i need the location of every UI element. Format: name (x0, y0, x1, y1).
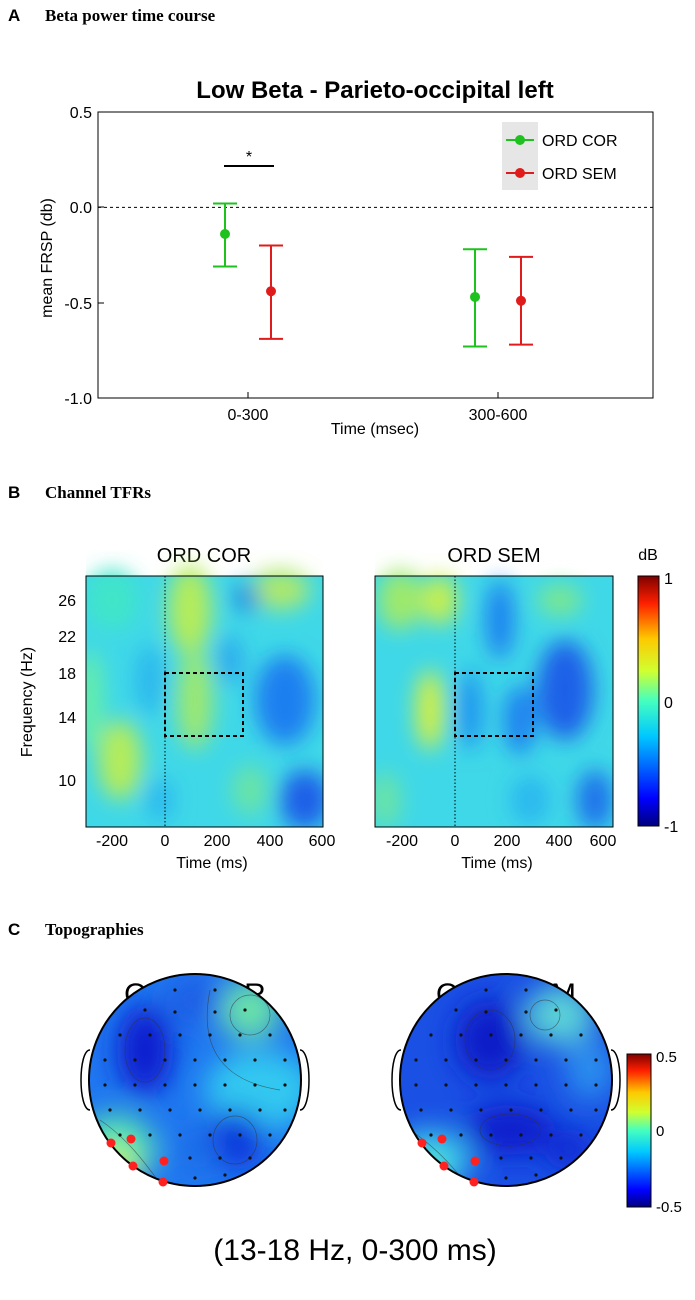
head-outline (399, 973, 613, 1187)
colorbar-tick: -1 (664, 819, 678, 836)
electrodes (103, 988, 287, 1180)
colorbar-tick: 0 (664, 695, 673, 712)
y-tick-label: 0.5 (70, 105, 92, 122)
y-tick-label: 22 (58, 629, 76, 646)
tfr-x-axis-cor: -200 0 200 400 600 Time (ms) (96, 833, 335, 872)
tfr-y-axis-label: Frequency (Hz) (19, 647, 36, 757)
mean-point (470, 291, 480, 302)
tfr-roi-box-sem (454, 672, 534, 737)
right-ear (299, 1049, 310, 1111)
y-tick-label: 0.0 (70, 200, 92, 217)
errorbar-chart: Low Beta - Parieto-occipital left 0.5 0.… (39, 77, 654, 438)
tfr-roi-box-cor (164, 672, 244, 737)
legend-label-cor: ORD COR (542, 133, 618, 150)
y-tick-label: -1.0 (64, 391, 92, 408)
panel-c-letter: C (8, 920, 21, 939)
y-tick-label: 14 (58, 710, 76, 727)
x-tick-label: 0 (161, 833, 170, 850)
panel-b-title: Channel TFRs (45, 483, 151, 502)
left-ear (80, 1049, 91, 1111)
tfr-frame-cor (85, 575, 324, 828)
x-tick-label: 400 (257, 833, 284, 850)
tfr-title-cor: ORD COR (157, 545, 251, 567)
topo-caption: (13-18 Hz, 0-300 ms) (213, 1234, 496, 1267)
head-outline (88, 973, 302, 1187)
significance-star: * (246, 149, 252, 166)
mean-point (266, 286, 276, 297)
errorbar-cor-0 (213, 202, 237, 268)
plot-frame (97, 111, 654, 399)
y-axis-label: mean FRSP (db) (39, 198, 56, 318)
legend-label-sem: ORD SEM (542, 166, 617, 183)
legend-swatch-bg (502, 122, 538, 190)
significance-marker: * (224, 149, 274, 167)
chart-title: Low Beta - Parieto-occipital left (196, 77, 553, 104)
x-tick-label: 300-600 (469, 407, 528, 424)
tfr-figure: ORD COR ORD SEM (19, 545, 678, 872)
electrodes (414, 988, 598, 1180)
left-ear (391, 1049, 402, 1111)
y-tick-label: 26 (58, 593, 76, 610)
colorbar-gradient (637, 575, 660, 827)
highlighted-channels (417, 1134, 480, 1187)
x-axis-label: Time (ms) (461, 855, 532, 872)
legend: ORD COR ORD SEM (502, 122, 618, 190)
tfr-x-axis-sem: -200 0 200 400 600 Time (ms) (386, 833, 616, 872)
x-tick-label: 600 (309, 833, 336, 850)
topomap-cor (80, 973, 310, 1187)
right-ear (610, 1049, 621, 1111)
legend-marker-cor (515, 135, 525, 145)
x-tick-label: 600 (590, 833, 617, 850)
y-axis: 0.5 0.0 -0.5 -1.0 (64, 105, 104, 408)
x-tick-label: 400 (546, 833, 573, 850)
x-tick-label: 0 (451, 833, 460, 850)
tfr-y-axis: 26 22 18 14 10 Frequency (Hz) (19, 593, 76, 790)
x-tick-label: 200 (494, 833, 521, 850)
errorbar-sem-1 (509, 255, 533, 346)
mean-point (516, 295, 526, 306)
legend-marker-sem (515, 168, 525, 178)
x-tick-label: 0-300 (228, 407, 269, 424)
highlighted-channels (106, 1134, 169, 1187)
colorbar-tick: -0.5 (656, 1199, 682, 1216)
y-tick-label: 18 (58, 666, 76, 683)
tfr-heatmap-cor (86, 565, 323, 827)
x-tick-label: -200 (386, 833, 418, 850)
topo-colorbar: 0.5 0 -0.5 (626, 1049, 682, 1216)
x-axis: 0-300 300-600 (228, 392, 528, 424)
colorbar-gradient (626, 1053, 652, 1208)
tfr-colorbar: dB 1 0 -1 (637, 547, 678, 836)
x-axis-label: Time (ms) (176, 855, 247, 872)
errorbar-sem-0 (259, 244, 283, 340)
mean-point (220, 229, 230, 240)
tfr-title-sem: ORD SEM (447, 545, 540, 567)
x-tick-label: 200 (204, 833, 231, 850)
tfr-heatmap-sem (375, 570, 613, 827)
colorbar-tick: 1 (664, 571, 673, 588)
panel-b-letter: B (8, 483, 21, 502)
colorbar-tick: 0 (656, 1123, 664, 1140)
panel-a-letter: A (8, 6, 21, 25)
colorbar-label: dB (638, 547, 658, 564)
topomap-sem (391, 973, 621, 1187)
colorbar-tick: 0.5 (656, 1049, 677, 1066)
errorbar-cor-1 (463, 248, 487, 348)
y-tick-label: -0.5 (64, 296, 92, 313)
y-tick-label: 10 (58, 773, 76, 790)
topography-figure: ORD COR (80, 973, 682, 1267)
x-tick-label: -200 (96, 833, 128, 850)
tfr-frame-sem (374, 575, 614, 828)
panel-c-title: Topographies (45, 920, 144, 939)
panel-a-title: Beta power time course (45, 6, 216, 25)
x-axis-label: Time (msec) (331, 421, 419, 438)
